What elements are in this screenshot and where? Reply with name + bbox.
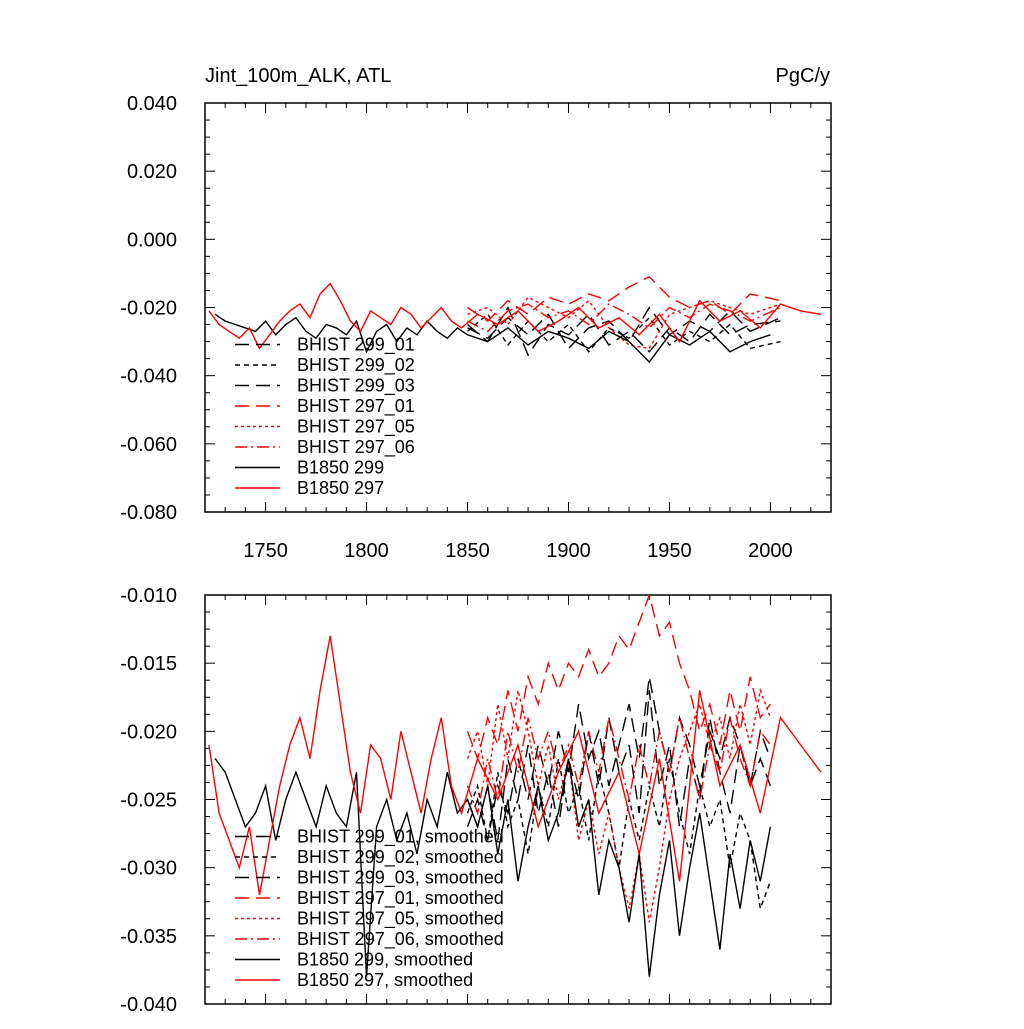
y-tick-label: -0.035 [120,926,177,948]
y-tick-label: -0.080 [120,502,177,524]
series-line [466,690,772,841]
legend-label: B1850 297, smoothed [297,970,473,990]
legend-label: BHIST 297_01, smoothed [297,888,504,909]
series-line [467,303,781,333]
y-tick-label: -0.020 [120,721,177,743]
y-tick-label: -0.030 [120,858,177,880]
y-tick-label: -0.025 [120,790,177,812]
series-line [214,758,772,977]
legend-label: BHIST 299_01 [297,335,415,356]
series-line [466,717,771,816]
legend-label: BHIST 297_05 [297,417,415,438]
series-line [466,758,772,909]
series-group [208,595,822,977]
legend-label: BHIST 297_06, smoothed [297,929,504,950]
y-tick-label: 0.020 [127,161,177,183]
legend-label: B1850 299 [297,458,384,478]
series-line [467,305,781,357]
y-tick-label: -0.040 [120,366,177,388]
legend-label: BHIST 297_01 [297,396,415,417]
y-tick-label: -0.010 [120,585,177,607]
legend-label: BHIST 299_02 [297,355,415,376]
chart-title: Jint_100m_ALK, ATL [205,65,391,87]
units-label: PgC/y [776,65,830,87]
y-tick-label: -0.060 [120,434,177,456]
legend-label: BHIST 299_01, smoothed [297,827,504,848]
y-tick-label: 0.040 [127,93,177,115]
x-tick-label: 1900 [546,540,591,562]
series-line [466,687,772,923]
series-line [466,676,772,841]
series-line [467,313,781,353]
series-line [467,296,781,350]
legend-label: BHIST 299_03, smoothed [297,868,504,889]
series-line [214,313,771,364]
y-tick-label: 0.000 [127,229,177,251]
x-tick-label: 2000 [748,540,793,562]
y-tick-label: -0.040 [120,994,177,1016]
series-line [467,275,781,323]
legend-label: BHIST 297_05, smoothed [297,909,504,930]
legend-label: B1850 299, smoothed [297,950,473,970]
series-line [208,635,822,896]
bottom-panel-smoothed: -0.040 -0.035 -0.030 -0.025 -0.020 -0.015 -0.0… [120,585,832,1016]
legend-label: BHIST 299_03 [297,376,415,397]
x-tick-label: 1850 [445,540,490,562]
legend-label: BHIST 297_06 [297,437,415,458]
legend-label: B1850 297 [297,478,384,498]
x-tick-label: 1750 [243,540,288,562]
top-panel-raw: -0.080 -0.060 -0.040 -0.020 0.000 0.020 0.040 1… [120,93,832,562]
x-tick-label: 1800 [344,540,389,562]
x-tick-label: 1950 [647,540,692,562]
series-line [466,595,771,761]
series-group [208,275,822,364]
series-line [208,282,822,350]
y-tick-label: -0.015 [120,653,177,675]
y-tick-label: -0.020 [120,298,177,320]
legend-label: BHIST 299_02, smoothed [297,847,504,868]
